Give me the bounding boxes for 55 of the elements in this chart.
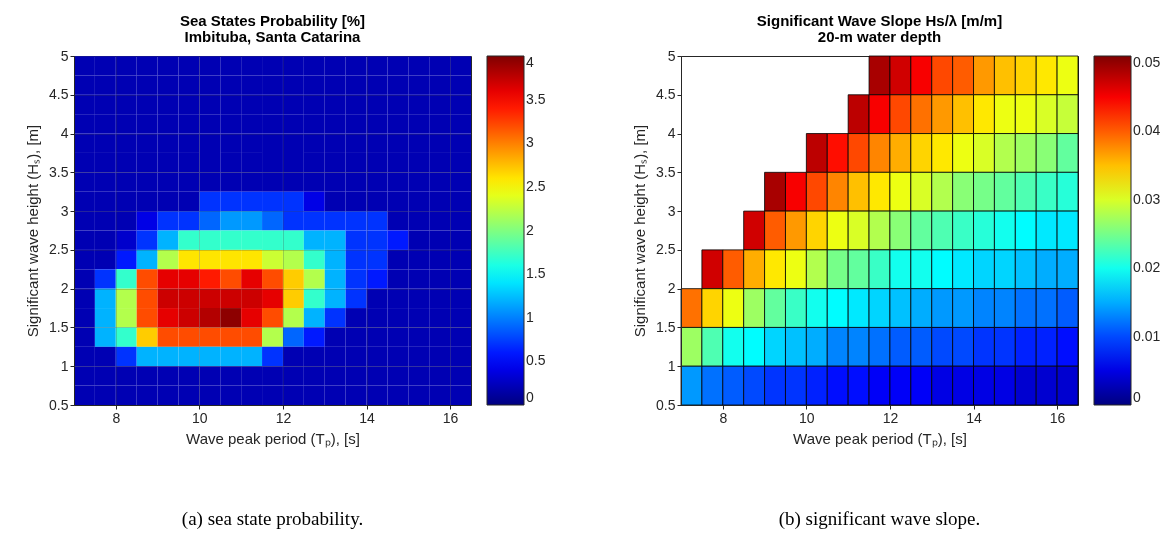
- y-tick-label: 5: [60, 47, 69, 64]
- y-tick-label: 5: [667, 47, 676, 64]
- y-tick-label: 2.5: [49, 241, 69, 258]
- x-tick-label: 8: [719, 409, 728, 426]
- y-tick-label: 3.5: [656, 163, 676, 180]
- color-bar-label: 0: [526, 389, 534, 405]
- color-bar-label: 0.05: [1133, 53, 1161, 70]
- y-axis-title: Significant wave height (Hₛ), [m]: [24, 124, 42, 338]
- x-tick-label: 12: [882, 409, 899, 426]
- x-axis-title: Wave peak period (Tₚ), [s]: [186, 429, 360, 448]
- text: (a) sea state probability.: [181, 508, 364, 530]
- chart-subtitle: Imbituba, Santa Catarina: [184, 28, 362, 45]
- color-bar-label: 3: [526, 134, 534, 151]
- x-tick-label: 16: [1049, 409, 1066, 426]
- y-tick-label: 0.5: [49, 396, 69, 413]
- y-tick-label: 4.5: [49, 86, 69, 103]
- y-tick-label: 2.5: [656, 241, 676, 258]
- x-tick-label: 16: [442, 409, 459, 426]
- y-axis-title: Significant wave height (Hₛ), [m]: [631, 124, 649, 338]
- chart-title: Significant Wave Slope Hs/λ [m/m]: [756, 12, 1003, 29]
- color-bar-label: 2: [526, 221, 534, 238]
- x-tick-label: 8: [112, 409, 121, 426]
- color-bar-label: 0.01: [1133, 327, 1161, 344]
- y-tick-label: 4: [60, 125, 69, 142]
- x-tick-label: 14: [966, 409, 983, 426]
- chart-subtitle: 20-m water depth: [817, 28, 942, 45]
- color-bar-label: 1.5: [526, 265, 546, 282]
- y-tick-label: 2: [667, 280, 676, 297]
- x-tick-label: 14: [359, 409, 376, 426]
- y-tick-label: 1: [60, 357, 69, 374]
- color-bar-label: 0.03: [1133, 190, 1161, 207]
- y-tick-label: 3.5: [49, 163, 69, 180]
- color-bar-label: 4: [526, 54, 534, 70]
- x-tick-label: 12: [275, 409, 292, 426]
- color-bar-label: 3.5: [526, 90, 546, 107]
- y-tick-label: 3: [667, 202, 676, 219]
- x-tick-label: 10: [799, 409, 815, 426]
- color-bar-label: 0: [1133, 389, 1141, 405]
- color-bar-label: 1: [526, 308, 534, 325]
- y-tick-label: 1.5: [49, 318, 69, 335]
- color-bar-label: 0.04: [1133, 122, 1161, 139]
- x-axis-title: Wave peak period (Tₚ), [s]: [793, 429, 967, 448]
- y-tick-label: 3: [60, 202, 69, 219]
- color-bar-label: 2.5: [526, 177, 546, 194]
- y-tick-label: 4: [667, 125, 676, 142]
- chart-title: Sea States Probability [%]: [179, 12, 366, 29]
- x-tick-label: 10: [192, 409, 208, 426]
- color-bar-label: 0.5: [526, 352, 546, 369]
- y-tick-label: 1.5: [656, 318, 676, 335]
- y-tick-label: 1: [667, 357, 676, 374]
- y-tick-label: 4.5: [656, 86, 676, 103]
- y-tick-label: 2: [60, 280, 69, 297]
- text: (b) significant wave slope.: [778, 508, 981, 530]
- y-tick-label: 0.5: [656, 396, 676, 413]
- color-bar-label: 0.02: [1133, 259, 1161, 276]
